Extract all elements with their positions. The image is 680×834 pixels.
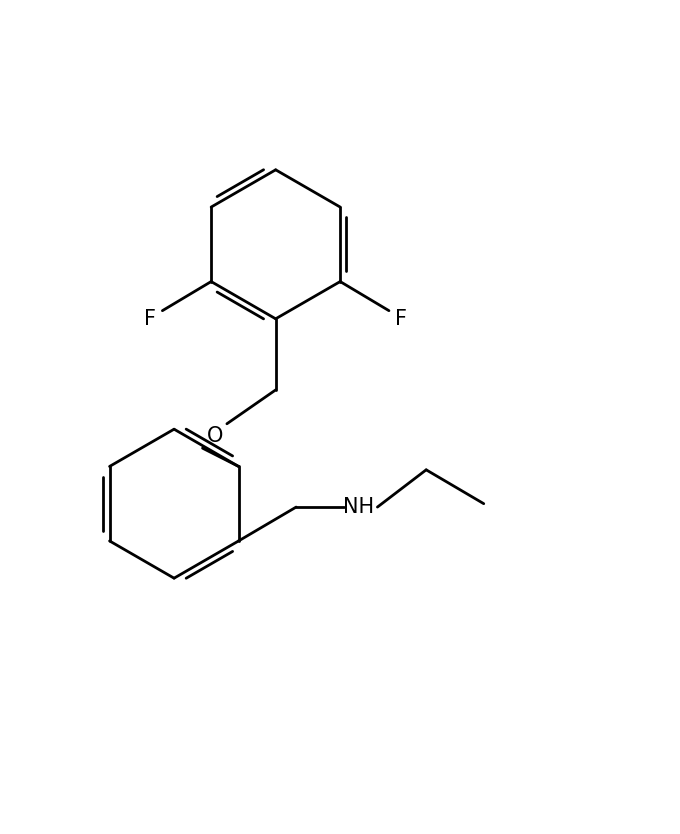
Text: NH: NH	[343, 497, 374, 517]
Text: O: O	[207, 426, 223, 446]
Text: F: F	[144, 309, 156, 329]
Text: F: F	[395, 309, 407, 329]
